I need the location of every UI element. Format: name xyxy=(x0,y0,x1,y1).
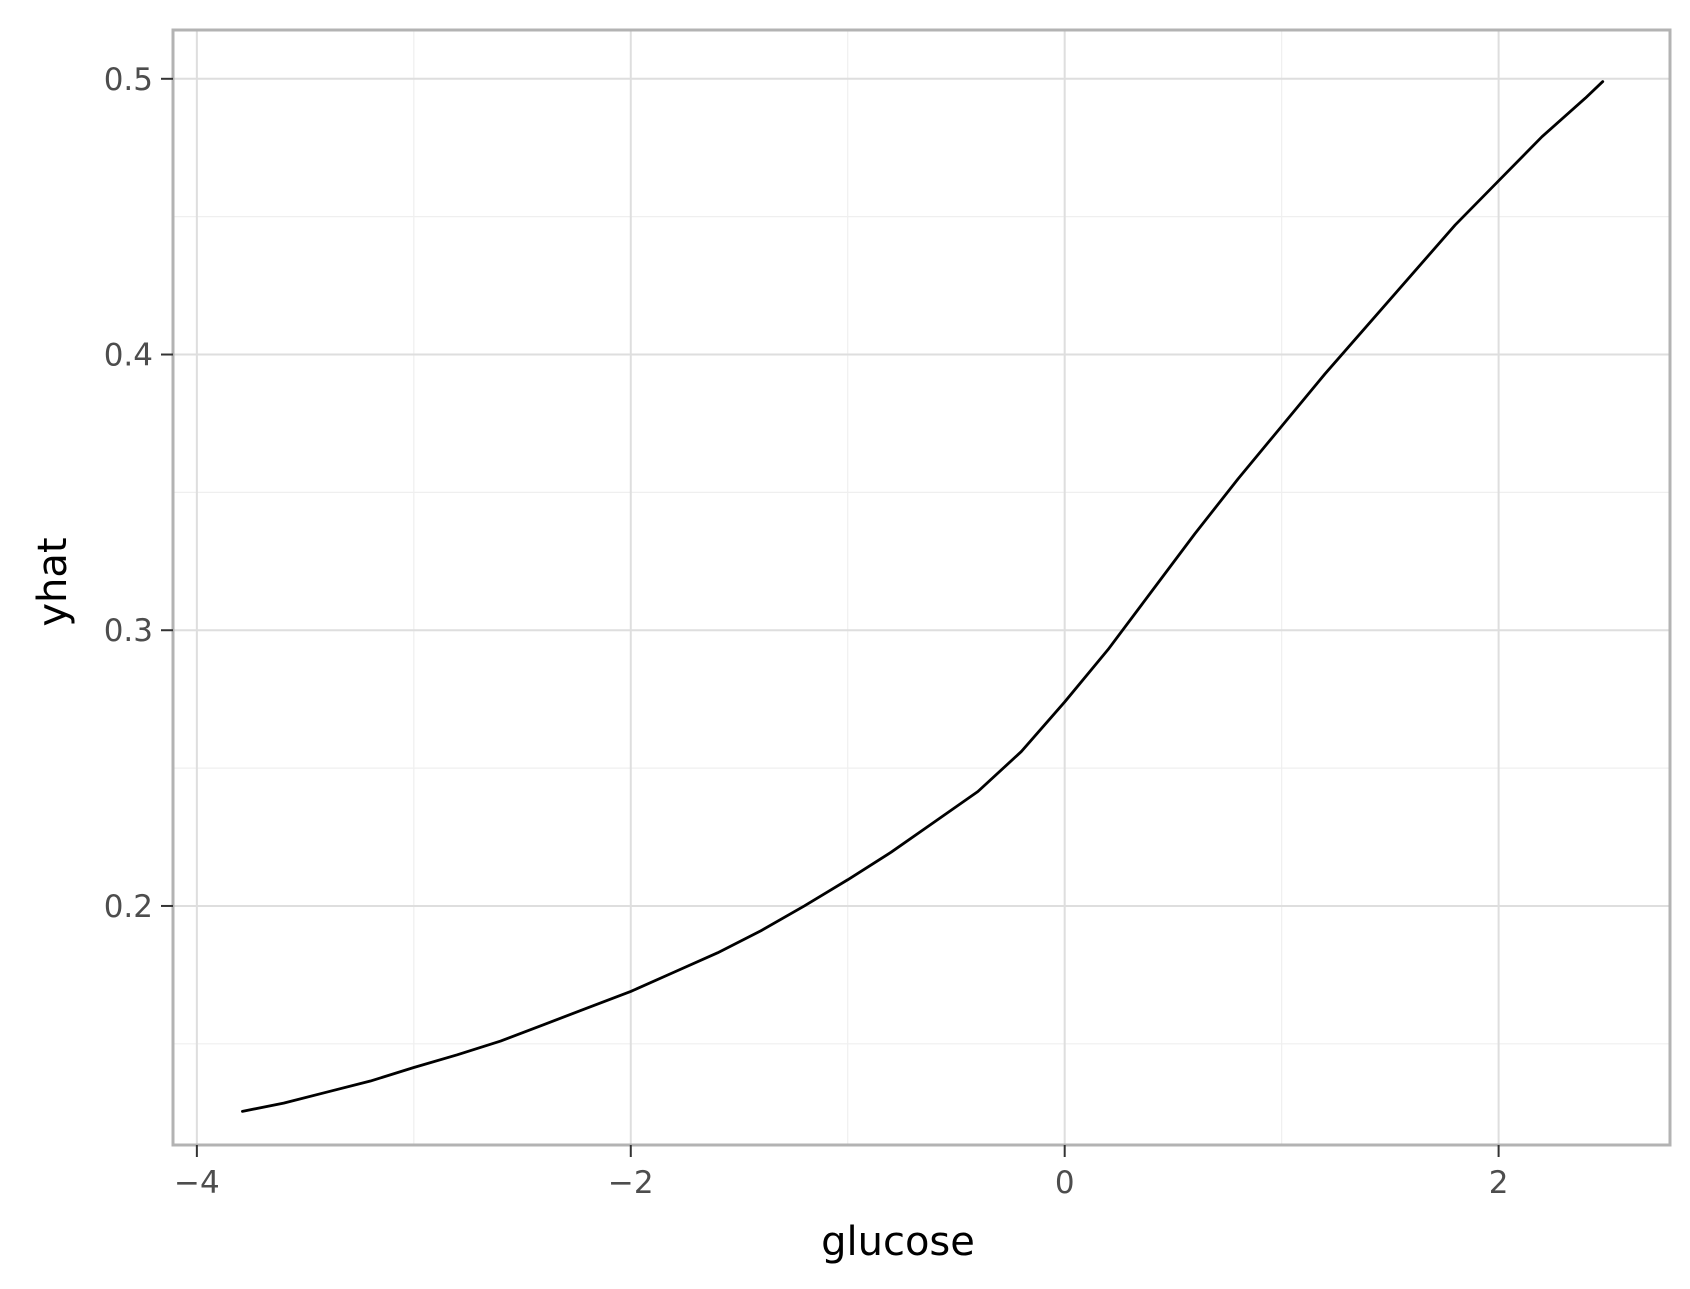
y-tick-label: 0.2 xyxy=(104,889,153,925)
y-tick-label: 0.5 xyxy=(104,62,153,98)
x-tick-label: −2 xyxy=(608,1165,654,1201)
x-axis-title: glucose xyxy=(821,1219,975,1265)
axes: −4 −2 0 2 0.2 0.3 0.4 0.5 xyxy=(104,62,1509,1201)
series-layer xyxy=(241,80,1605,1113)
y-tick-label: 0.4 xyxy=(104,338,153,374)
panel-border xyxy=(171,28,1672,1147)
x-tick-label: 0 xyxy=(1055,1165,1075,1201)
x-tick-label: −4 xyxy=(174,1165,220,1201)
plot-panel xyxy=(173,30,1670,1145)
x-tick-label: 2 xyxy=(1489,1165,1509,1201)
series-line xyxy=(241,80,1605,1113)
grid-lines xyxy=(173,30,1670,1145)
y-axis-title: yhat xyxy=(30,537,76,626)
y-tick-label: 0.3 xyxy=(104,613,153,649)
